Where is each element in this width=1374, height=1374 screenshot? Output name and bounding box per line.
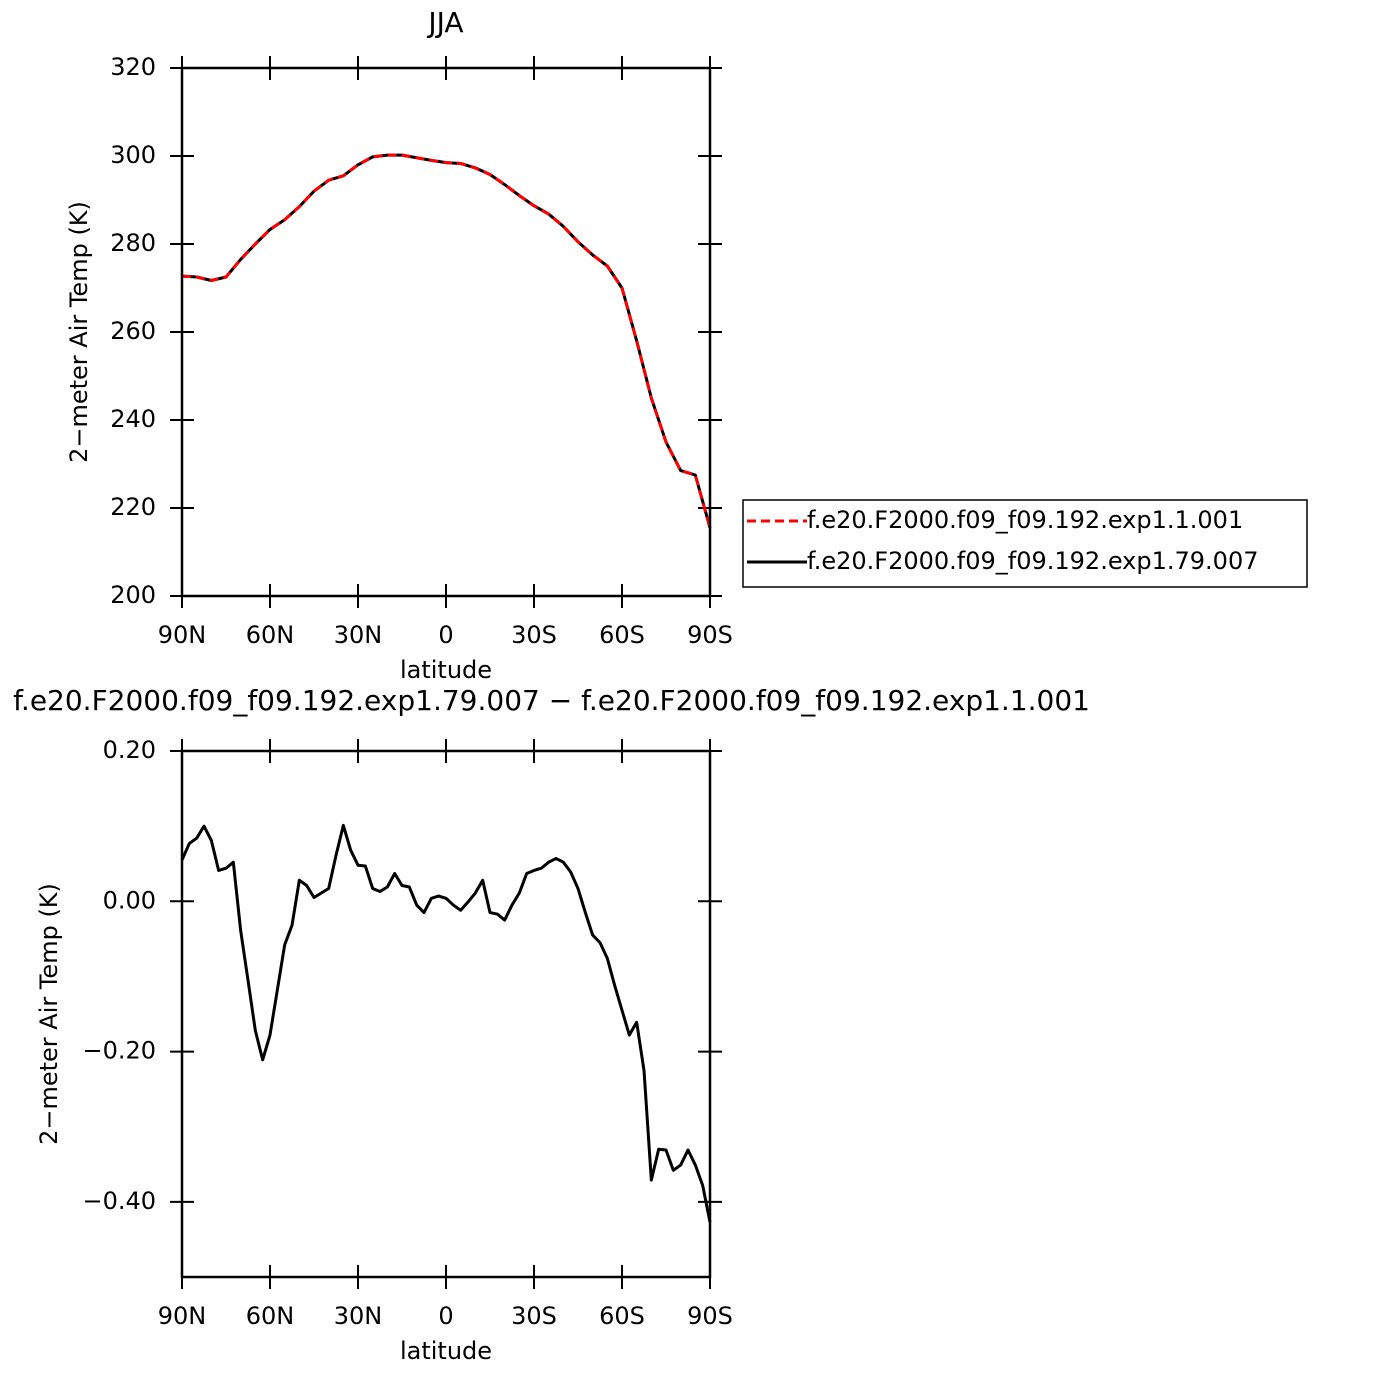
plot-frame bbox=[180, 66, 712, 598]
y-tick-label: 280 bbox=[110, 229, 156, 257]
y-tick-label: 0.00 bbox=[103, 886, 156, 914]
x-axis-label: latitude bbox=[400, 1337, 492, 1365]
x-tick-label: 30S bbox=[511, 621, 557, 649]
y-axis-label: 2−meter Air Temp (K) bbox=[65, 201, 93, 463]
x-tick-label: 90N bbox=[158, 621, 207, 649]
y-tick-label: 220 bbox=[110, 493, 156, 521]
legend-label: f.e20.F2000.f09_f09.192.exp1.1.001 bbox=[807, 506, 1243, 534]
y-tick-label: 200 bbox=[110, 581, 156, 609]
legend-box bbox=[742, 499, 1308, 588]
x-tick-label: 90S bbox=[687, 1302, 733, 1330]
x-tick-label: 0 bbox=[438, 621, 453, 649]
y-tick-label: −0.40 bbox=[82, 1187, 156, 1215]
data-line bbox=[180, 823, 712, 1223]
y-tick-label: 320 bbox=[110, 53, 156, 81]
x-tick-label: 60N bbox=[246, 1302, 295, 1330]
data-line bbox=[181, 153, 712, 529]
plot-frame bbox=[180, 749, 712, 1279]
x-tick-label: 90N bbox=[158, 1302, 207, 1330]
y-tick-label: 0.20 bbox=[103, 736, 156, 764]
y-axis-label: 2−meter Air Temp (K) bbox=[35, 883, 63, 1145]
x-tick-label: 90S bbox=[687, 621, 733, 649]
x-tick-label: 60S bbox=[599, 1302, 645, 1330]
x-tick-label: 30N bbox=[334, 1302, 383, 1330]
y-tick-label: 240 bbox=[110, 405, 156, 433]
x-axis-label: latitude bbox=[400, 656, 492, 684]
chart-title: f.e20.F2000.f09_f09.192.exp1.79.007 − f.… bbox=[13, 684, 1090, 717]
y-tick-label: −0.20 bbox=[82, 1037, 156, 1065]
x-tick-label: 30S bbox=[511, 1302, 557, 1330]
y-tick-label: 300 bbox=[110, 141, 156, 169]
x-tick-label: 60S bbox=[599, 621, 645, 649]
chart-title: JJA bbox=[426, 6, 463, 39]
y-tick-label: 260 bbox=[110, 317, 156, 345]
x-tick-label: 30N bbox=[334, 621, 383, 649]
legend-label: f.e20.F2000.f09_f09.192.exp1.79.007 bbox=[807, 547, 1258, 575]
x-tick-label: 0 bbox=[438, 1302, 453, 1330]
x-tick-label: 60N bbox=[246, 621, 295, 649]
data-line bbox=[181, 153, 712, 529]
